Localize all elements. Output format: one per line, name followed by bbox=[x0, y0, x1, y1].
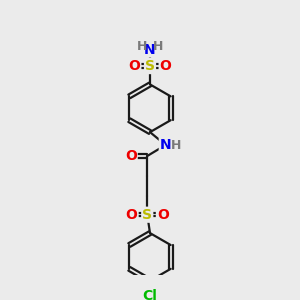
Text: N: N bbox=[160, 138, 171, 152]
Text: O: O bbox=[128, 59, 140, 73]
Text: H: H bbox=[136, 40, 147, 53]
Text: H: H bbox=[170, 140, 181, 152]
Text: O: O bbox=[160, 59, 172, 73]
Text: N: N bbox=[144, 43, 156, 57]
Text: O: O bbox=[157, 208, 169, 222]
Text: O: O bbox=[125, 149, 137, 163]
Text: O: O bbox=[126, 208, 138, 222]
Text: S: S bbox=[142, 208, 152, 222]
Text: S: S bbox=[145, 59, 155, 73]
Text: Cl: Cl bbox=[142, 290, 158, 300]
Text: H: H bbox=[153, 40, 164, 53]
